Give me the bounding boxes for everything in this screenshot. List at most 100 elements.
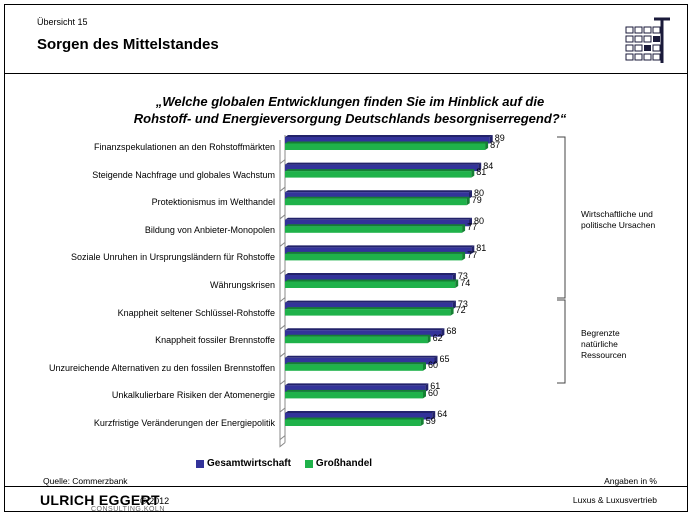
bracket-resources — [557, 299, 566, 384]
bar-side — [462, 224, 466, 233]
bar-grosshandel — [285, 419, 421, 426]
legend-label-series2: Großhandel — [315, 458, 373, 469]
bar-top — [285, 141, 489, 144]
category-label: Währungskrisen — [209, 280, 275, 290]
data-label: 79 — [471, 194, 482, 205]
bar-side — [478, 162, 482, 172]
category-label: Protektionismus im Welthandel — [151, 197, 275, 208]
bar-top — [285, 217, 472, 220]
axis-tick — [279, 407, 286, 413]
data-label: 81 — [476, 243, 487, 254]
page-title: Sorgen des Mittelstandes — [37, 36, 219, 53]
category-label: Steigende Nachfrage und globales Wachstu… — [92, 169, 275, 180]
bar-side — [489, 135, 493, 144]
bar-side — [462, 251, 466, 261]
brand-subtitle: CONSULTING.KÖLN — [91, 506, 165, 513]
axis-tick — [279, 352, 286, 358]
bar-top — [285, 334, 431, 337]
bar-top — [285, 307, 454, 310]
bar-grosshandel — [285, 143, 486, 150]
bar-gesamtwirtschaft — [285, 275, 453, 282]
chart-legend: Gesamtwirtschaft Großhandel — [196, 458, 372, 469]
bar-side — [423, 362, 426, 371]
data-label: 77 — [467, 222, 478, 233]
category-label: Kurzfristige Veränderungen der Energiepo… — [93, 418, 275, 428]
group-label-resources: Begrenzte natürliche Ressourcen — [581, 328, 626, 361]
bar-side — [427, 334, 431, 344]
category-label: Bildung von Anbieter-Monopolen — [144, 224, 275, 235]
bar-top — [285, 411, 436, 413]
bar-grosshandel — [285, 391, 423, 399]
data-label: 61 — [430, 381, 441, 392]
category-label: Unzureichende Alternativen zu den fossil… — [49, 362, 275, 373]
source-note: Quelle: Commerzbank — [43, 476, 128, 486]
bar-gesamtwirtschaft — [285, 192, 469, 199]
slide-frame — [4, 4, 688, 512]
bar-grosshandel — [285, 226, 463, 233]
brand-logo-text: ULRICH EGGERT — [40, 492, 160, 508]
header-divider — [4, 73, 688, 74]
bar-top — [285, 300, 456, 303]
data-label: 89 — [494, 133, 505, 143]
survey-question: „Welche globalen Entwicklungen finden Si… — [110, 93, 590, 127]
bar-grosshandel — [285, 171, 472, 178]
bar-gesamtwirtschaft — [285, 219, 469, 227]
bar-side — [420, 417, 424, 426]
bar-top — [285, 251, 466, 254]
bar-top — [285, 417, 424, 420]
bar-gesamtwirtschaft — [285, 164, 479, 172]
data-label: 73 — [457, 271, 468, 281]
axis-tick — [279, 269, 286, 275]
data-label: 64 — [437, 409, 448, 419]
bar-top — [285, 190, 472, 193]
bar-side — [425, 383, 429, 392]
bar-grosshandel — [285, 364, 423, 371]
bar-grosshandel — [285, 281, 456, 288]
bar-top — [285, 162, 482, 165]
slide-overline: Übersicht 15 — [37, 17, 88, 27]
bar-side — [432, 411, 436, 420]
bar-side — [441, 328, 445, 337]
bar-side — [452, 300, 456, 310]
bar-side — [434, 355, 438, 365]
data-label: 65 — [439, 353, 450, 364]
bracket-economic — [557, 136, 566, 299]
bar-top — [285, 279, 459, 282]
group-label-resources-line-1: Begrenzte — [581, 328, 620, 338]
legend-label-series1: Gesamtwirtschaft — [207, 458, 291, 469]
footer-divider — [4, 486, 688, 487]
legend-swatch-series1 — [196, 459, 204, 468]
data-label: 87 — [490, 139, 501, 150]
bar-gesamtwirtschaft — [285, 247, 472, 254]
legend-item-grosshandel: Großhandel — [304, 458, 373, 469]
bar-gesamtwirtschaft — [285, 330, 442, 337]
bar-top — [285, 224, 466, 227]
data-label: 77 — [467, 249, 478, 260]
bar-side — [485, 141, 489, 150]
bar-side — [450, 307, 454, 316]
bar-top — [285, 245, 475, 248]
data-label: 74 — [460, 277, 471, 288]
bar-gesamtwirtschaft — [285, 302, 453, 310]
axis-tick — [279, 324, 286, 330]
bar-top — [285, 355, 438, 358]
data-label: 81 — [476, 167, 487, 178]
group-label-economic-line-1: Wirtschaftliche und — [581, 209, 653, 219]
question-line-1: „Welche globalen Entwicklungen finden Si… — [155, 94, 545, 109]
axis-tick — [279, 186, 286, 192]
value-axis — [279, 135, 286, 448]
bar-side — [452, 273, 456, 282]
bar-gesamtwirtschaft — [285, 413, 433, 420]
data-label: 60 — [428, 387, 439, 398]
axis-tick — [279, 242, 286, 247]
group-label-resources-line-3: Ressourcen — [581, 350, 627, 360]
bar-top — [285, 328, 445, 331]
data-label: 73 — [457, 298, 468, 309]
logo-grid-icon — [625, 17, 670, 63]
bar-grosshandel — [285, 198, 467, 206]
data-label: 72 — [455, 305, 466, 316]
category-label: Knappheit seltener Schlüssel-Rohstoffe — [117, 307, 275, 318]
data-label: 80 — [474, 215, 485, 226]
bar-side — [423, 389, 426, 399]
